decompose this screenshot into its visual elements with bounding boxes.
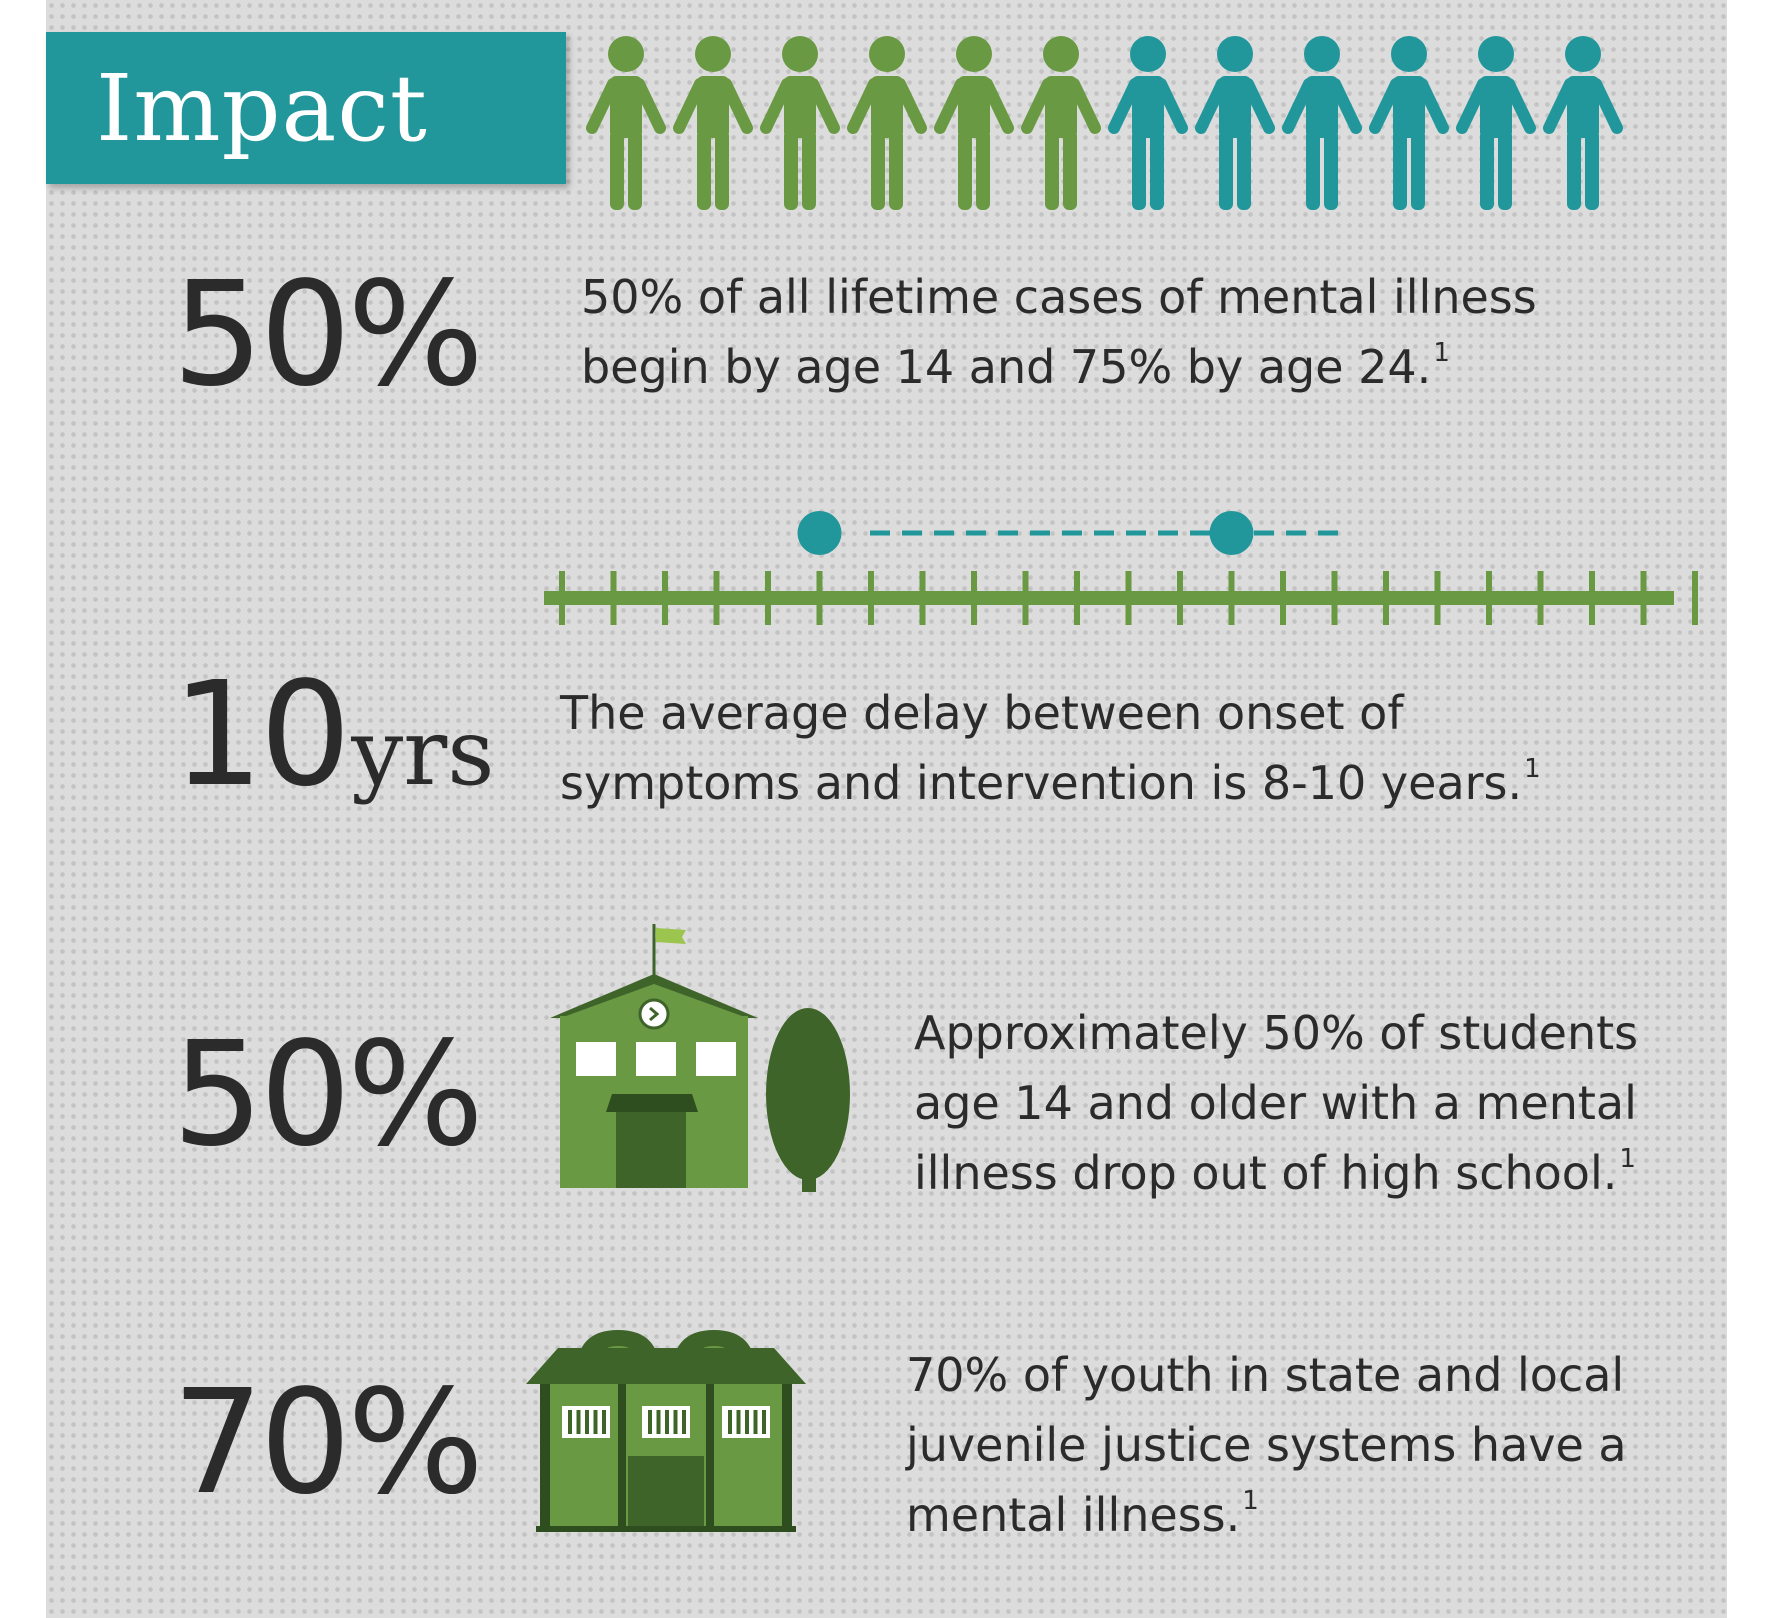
- stat-4-number: 70%: [172, 1358, 484, 1526]
- stat-2-footnote: 1: [1524, 754, 1541, 784]
- stat-4-line-1: 70% of youth in state and local: [906, 1348, 1625, 1402]
- person-icon: [1543, 36, 1623, 210]
- person-icon: [1369, 36, 1449, 210]
- timeline-tick: [1486, 571, 1492, 625]
- timeline-tick: [1177, 571, 1183, 625]
- stat-3-value: 50%: [172, 1022, 484, 1166]
- stat-1-number: 50%: [172, 250, 484, 418]
- timeline-tick: [1074, 571, 1080, 625]
- timeline-tick: [816, 571, 823, 625]
- timeline-tick: [1331, 571, 1338, 625]
- person-icon: [1456, 36, 1536, 210]
- timeline-tick: [662, 571, 668, 625]
- people-graphic: [586, 36, 1623, 210]
- stat-1-line-1: 50% of all lifetime cases of mental illn…: [581, 270, 1537, 324]
- person-icon: [1195, 36, 1275, 210]
- stat-2-unit: yrs: [351, 699, 495, 806]
- timeline-tick: [559, 571, 565, 625]
- timeline-tick: [971, 571, 977, 625]
- stat-4-value: 70%: [172, 1370, 484, 1514]
- timeline-start-dot: [797, 511, 842, 555]
- stat-4-footnote: 1: [1242, 1486, 1259, 1516]
- stat-3-description: Approximately 50% of students age 14 and…: [914, 998, 1638, 1208]
- stat-1-footnote: 1: [1433, 338, 1450, 368]
- timeline-tick: [610, 571, 617, 625]
- stat-4-line-3: mental illness.: [906, 1488, 1241, 1542]
- stat-1-line-2: begin by age 14 and 75% by age 24.: [581, 340, 1432, 394]
- infographic-panel: Impact 50% 50% of all lifetime cases of …: [46, 0, 1727, 1618]
- timeline-tick: [1434, 571, 1441, 625]
- timeline-end-dot: [1209, 511, 1254, 555]
- timeline-tick: [868, 571, 874, 625]
- stat-4-line-2: juvenile justice systems have a: [906, 1418, 1627, 1472]
- timeline-axis: [544, 591, 1674, 605]
- person-icon: [1021, 36, 1101, 210]
- impact-banner: Impact: [46, 32, 566, 184]
- timeline-tick: [1537, 571, 1544, 625]
- person-icon: [760, 36, 840, 210]
- timeline-tick: [1692, 571, 1698, 625]
- stat-2-value: 10yrs: [172, 662, 494, 806]
- timeline-tick: [1125, 571, 1132, 625]
- timeline-tick: [1280, 571, 1286, 625]
- timeline-tick: [919, 571, 926, 625]
- timeline-tick: [1640, 571, 1647, 625]
- stat-2-line-1: The average delay between onset of: [560, 686, 1404, 740]
- timeline-tick: [713, 571, 720, 625]
- person-icon: [673, 36, 753, 210]
- stat-1-value: 50%: [172, 262, 484, 406]
- school-building-icon: [550, 924, 850, 1192]
- stat-3-line-3: illness drop out of high school.: [914, 1146, 1618, 1200]
- person-icon: [847, 36, 927, 210]
- barred-window: [562, 1406, 610, 1438]
- barred-window: [722, 1406, 770, 1438]
- barred-window: [642, 1406, 690, 1438]
- stat-2-number: 10: [172, 650, 351, 818]
- stat-4-description: 70% of youth in state and local juvenile…: [906, 1340, 1627, 1550]
- person-icon: [1282, 36, 1362, 210]
- person-icon: [1108, 36, 1188, 210]
- stat-3-number: 50%: [172, 1010, 484, 1178]
- timeline-tick: [1022, 571, 1029, 625]
- stat-3-line-1: Approximately 50% of students: [914, 1006, 1639, 1060]
- stat-3-footnote: 1: [1619, 1144, 1636, 1174]
- timeline-tick: [765, 571, 771, 625]
- stat-2-line-2: symptoms and intervention is 8-10 years.: [560, 756, 1523, 810]
- timeline-tick: [1228, 571, 1235, 625]
- jail-building-icon: [526, 1330, 806, 1532]
- page-title: Impact: [96, 54, 428, 162]
- timeline-tick: [1589, 571, 1595, 625]
- stat-2-description: The average delay between onset of sympt…: [560, 678, 1541, 818]
- stat-3-line-2: age 14 and older with a mental: [914, 1076, 1637, 1130]
- stat-1-description: 50% of all lifetime cases of mental illn…: [581, 262, 1537, 402]
- timeline-icon: [544, 511, 1698, 625]
- person-icon: [934, 36, 1014, 210]
- timeline-tick: [1383, 571, 1389, 625]
- person-icon: [586, 36, 666, 210]
